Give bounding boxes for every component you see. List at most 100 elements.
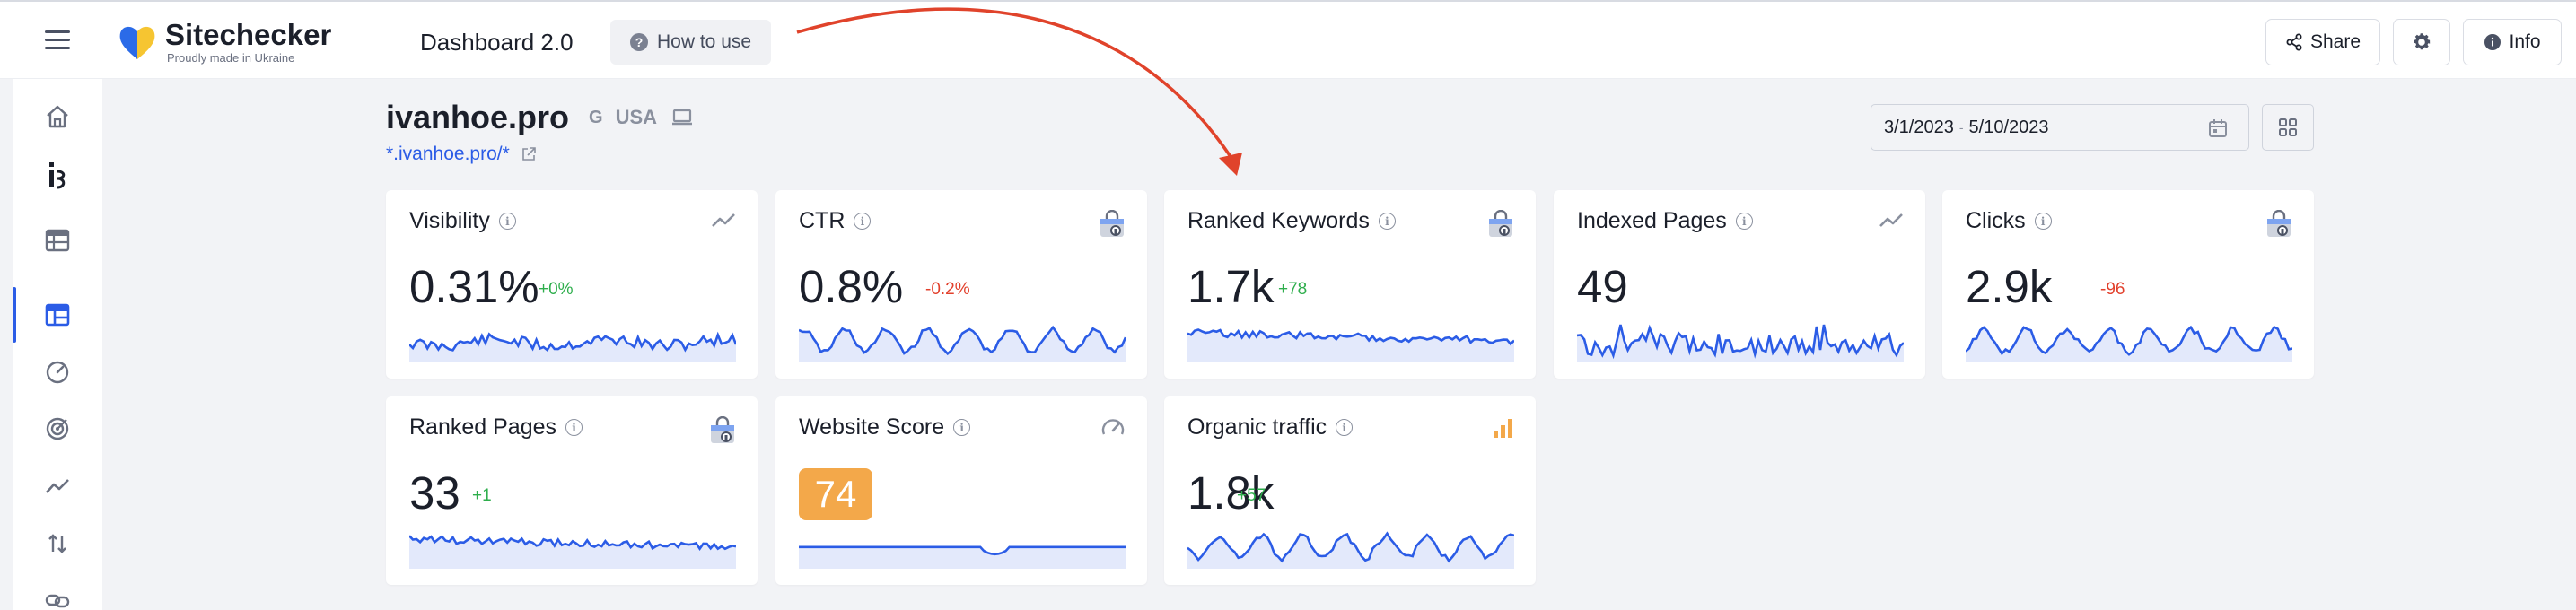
logo[interactable]: Sitechecker Proudly made in Ukraine	[117, 20, 331, 65]
question-icon: ?	[630, 33, 648, 51]
card-title: CTR i	[799, 208, 872, 234]
home-icon	[47, 105, 68, 128]
sparkline	[1187, 531, 1514, 569]
table-icon	[45, 229, 70, 252]
card-delta: -0.2%	[925, 280, 970, 299]
sidebar-item-table[interactable]	[39, 222, 75, 258]
share-button[interactable]: Share	[2265, 19, 2380, 65]
link-icon	[45, 594, 70, 608]
info-circle-icon[interactable]: i	[565, 419, 583, 436]
trend-icon	[711, 210, 736, 236]
sidebar-item-sort[interactable]	[39, 526, 75, 562]
brand-i-icon	[49, 162, 66, 189]
sidebar-item-target[interactable]	[39, 411, 75, 447]
calendar-icon	[2209, 119, 2227, 137]
logo-heart-icon	[119, 26, 155, 59]
card-delta: +1	[472, 486, 492, 505]
share-label: Share	[2309, 31, 2361, 52]
card-delta: -96	[2100, 280, 2125, 299]
trend-icon	[46, 479, 69, 493]
card-title-label: Website Score	[799, 414, 945, 440]
info-circle-icon[interactable]: i	[854, 213, 872, 230]
google-lock-icon	[1099, 209, 1126, 243]
metric-card[interactable]: Website Score i 74	[775, 396, 1147, 585]
brand-tagline: Proudly made in Ukraine	[167, 51, 295, 65]
info-label: Info	[2509, 31, 2541, 52]
trend-icon	[1879, 210, 1904, 236]
sparkline-line	[1966, 325, 2292, 356]
sparkline-area	[799, 546, 1126, 569]
card-title-label: Organic traffic	[1187, 414, 1327, 440]
date-range-picker[interactable]: 3/1/2023 - 5/10/2023	[1871, 104, 2249, 151]
info-circle-icon[interactable]: i	[2034, 213, 2052, 230]
how-to-use-label: How to use	[657, 31, 752, 52]
info-circle-icon[interactable]: i	[498, 213, 516, 230]
sidebar-item-home[interactable]	[39, 99, 75, 135]
sparkline-line	[799, 325, 1126, 356]
bar-chart-icon	[1491, 416, 1514, 444]
how-to-use-button[interactable]: ? How to use	[610, 20, 772, 65]
info-circle-icon[interactable]: i	[1735, 213, 1753, 230]
sparkline	[1187, 328, 1514, 362]
sparkline-line	[1187, 531, 1514, 563]
sparkline-line	[1577, 324, 1904, 360]
metric-card[interactable]: Indexed Pages i 49	[1554, 190, 1925, 379]
card-title-label: CTR	[799, 208, 846, 233]
sort-arrows-icon	[48, 534, 66, 553]
menu-icon[interactable]	[45, 30, 70, 50]
search-engine-label: G	[589, 107, 603, 127]
card-title-label: Clicks	[1966, 208, 2026, 233]
sidebar-item-dashboard[interactable]	[39, 297, 75, 333]
dashboard-icon	[45, 303, 70, 327]
date-separator: -	[1958, 120, 1964, 135]
info-circle-icon[interactable]: i	[1378, 213, 1396, 230]
speedometer-icon	[1100, 416, 1126, 446]
country-label: USA	[615, 106, 658, 128]
card-title: Website Score i	[799, 414, 971, 440]
card-value: 0.8%	[799, 261, 904, 312]
metric-card[interactable]: Clicks i 2.9k -96	[1942, 190, 2314, 379]
sidebar-item-link[interactable]	[39, 583, 75, 610]
sidebar-item-brand[interactable]	[39, 158, 75, 194]
card-delta: +0%	[539, 280, 574, 299]
card-title-label: Ranked Pages	[409, 414, 557, 440]
info-button[interactable]: Info	[2463, 19, 2562, 65]
info-circle-icon[interactable]: i	[1336, 419, 1354, 436]
sidebar-item-speed[interactable]	[39, 353, 75, 389]
sparkline-area	[1966, 327, 2292, 362]
google-lock-icon	[1487, 209, 1514, 243]
card-title: Organic traffic i	[1187, 414, 1354, 440]
sidebar	[13, 79, 102, 610]
sparkline-area	[1577, 325, 1904, 362]
google-lock-icon	[709, 415, 736, 449]
sparkline-line	[1187, 328, 1514, 346]
sidebar-item-trend[interactable]	[39, 468, 75, 504]
share-icon	[2286, 33, 2302, 51]
gear-icon	[2414, 33, 2431, 50]
site-url-link[interactable]: *.ivanhoe.pro/*	[386, 144, 537, 165]
info-circle-icon[interactable]: i	[953, 419, 971, 436]
sparkline	[799, 545, 1126, 569]
card-title-label: Visibility	[409, 208, 490, 233]
top-bar: Sitechecker Proudly made in Ukraine Dash…	[0, 0, 2576, 79]
date-end: 5/10/2023	[1968, 117, 2049, 137]
settings-button[interactable]	[2393, 19, 2450, 65]
info-icon	[2484, 34, 2502, 50]
metric-card[interactable]: CTR i 0.8% -0.2%	[775, 190, 1147, 379]
sidebar-active-indicator	[13, 287, 16, 343]
target-icon	[46, 417, 69, 440]
speedometer-icon	[46, 361, 69, 384]
card-value: 0.31%	[409, 261, 539, 312]
metric-card[interactable]: Ranked Keywords i 1.7k +78	[1164, 190, 1536, 379]
metric-card[interactable]: Visibility i 0.31% +0%	[386, 190, 758, 379]
metric-card[interactable]: Organic traffic i 1.8k +57	[1164, 396, 1536, 585]
brand-name: Sitechecker	[165, 18, 332, 51]
card-value: 49	[1577, 261, 1628, 312]
sparkline	[799, 325, 1126, 362]
desktop-icon	[672, 109, 693, 126]
card-title-label: Indexed Pages	[1577, 208, 1727, 233]
sparkline	[1966, 325, 2292, 362]
metric-card[interactable]: Ranked Pages i 33 +1	[386, 396, 758, 585]
grid-icon	[2279, 118, 2297, 136]
layout-toggle-button[interactable]	[2262, 104, 2314, 151]
